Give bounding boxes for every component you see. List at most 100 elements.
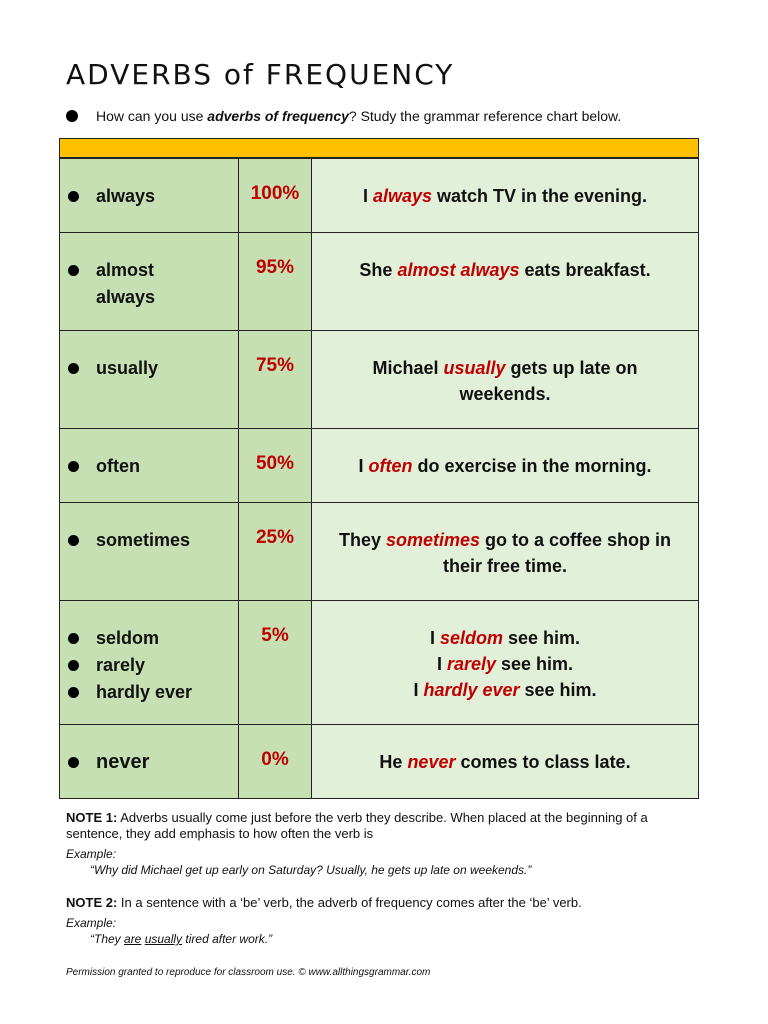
- example-cell: They sometimes go to a coffee shop in th…: [312, 503, 698, 600]
- intro-text: ? Study the grammar reference chart belo…: [348, 108, 622, 124]
- example-text: I: [358, 456, 369, 476]
- note: NOTE 1: Adverbs usually come just before…: [66, 810, 706, 878]
- adverb-cell: almost always: [60, 233, 239, 330]
- example-text: I: [362, 186, 373, 206]
- example: I often do exercise in the morning.: [332, 453, 678, 479]
- bullet: [66, 110, 78, 122]
- adverb-highlight: hardly ever: [423, 680, 520, 700]
- adverb-highlight: never: [407, 752, 456, 772]
- adverb: usually: [96, 358, 159, 378]
- adverb: sometimes: [96, 530, 191, 550]
- percent: 50%: [239, 429, 312, 502]
- bullet: [68, 757, 79, 768]
- underlined: usually: [144, 932, 183, 946]
- example-text: Michael: [372, 358, 444, 378]
- percent: 0%: [239, 725, 312, 798]
- adverb-item: sometimes: [68, 527, 238, 554]
- adverb-cell: always: [60, 159, 239, 232]
- footer: Permission granted to reproduce for clas…: [66, 967, 431, 978]
- example: He never comes to class late.: [332, 749, 678, 775]
- adverb: seldom: [96, 628, 160, 648]
- table-header: [60, 139, 698, 158]
- adverb-cell: usually: [60, 331, 239, 428]
- percent: 5%: [239, 601, 312, 724]
- example-label: Example:: [66, 847, 117, 861]
- note-body: Adverbs usually come just before the ver…: [66, 810, 648, 841]
- table-row: often 50% I often do exercise in the morni…: [60, 428, 698, 502]
- table-row: never 0% He never comes to class late.: [60, 724, 698, 798]
- table-row: almost always 95% She almost always eats b…: [60, 232, 698, 330]
- table-row: sometimes 25% They sometimes go to a coffe…: [60, 502, 698, 600]
- example-label: Example:: [66, 916, 117, 930]
- adverb-item: always: [68, 183, 238, 210]
- adverb-item: hardly ever: [68, 679, 238, 706]
- example: They sometimes go to a coffee shop in th…: [326, 527, 684, 579]
- adverb-item: often: [68, 453, 238, 480]
- percent: 95%: [239, 233, 312, 330]
- chart-table: always 100% I always watch TV in the eveni…: [59, 138, 699, 799]
- table-row: always 100% I always watch TV in the eveni…: [60, 158, 698, 232]
- example-text: I: [429, 628, 440, 648]
- adverb-item: almost always: [68, 257, 238, 311]
- adverb-cell: often: [60, 429, 239, 502]
- example-text: He: [379, 752, 408, 772]
- percent: 75%: [239, 331, 312, 428]
- example-text: see him.: [519, 680, 597, 700]
- example-text: watch TV in the evening.: [432, 186, 648, 206]
- example-cell: I seldom see him. I rarely see him. I hard…: [312, 601, 698, 724]
- adverb-highlight: seldom: [439, 628, 503, 648]
- adverb: always: [96, 186, 156, 206]
- adverb-item: never: [68, 749, 238, 776]
- example: She almost always eats breakfast.: [332, 257, 678, 283]
- example: I hardly ever see him.: [332, 677, 678, 703]
- example-cell: Michael usually gets up late on weekends…: [312, 331, 698, 428]
- adverb-cell: never: [60, 725, 239, 798]
- example: I rarely see him.: [332, 651, 678, 677]
- example-text: tired after work.”: [182, 932, 273, 946]
- example-text: “They: [90, 932, 125, 946]
- example-text: gets up late on weekends.: [459, 358, 638, 404]
- example-text: do exercise in the morning.: [412, 456, 652, 476]
- adverb: almost always: [96, 260, 156, 307]
- adverb-highlight: almost always: [397, 260, 520, 280]
- intro-text: adverbs of frequency: [207, 108, 349, 124]
- adverb-highlight: usually: [443, 358, 506, 378]
- title: ADVERBS of FREQUENCY: [66, 58, 455, 91]
- adverb-item: usually: [68, 355, 238, 382]
- example-text: “Why did Michael get up early on Saturda…: [90, 863, 532, 877]
- bullet: [68, 191, 79, 202]
- bullet: [68, 461, 79, 472]
- example-text: go to a coffee shop in their free time.: [442, 530, 672, 576]
- note-text: NOTE 2: In a sentence with a ‘be’ verb, …: [66, 895, 706, 911]
- bullet: [68, 633, 79, 644]
- adverb: often: [96, 456, 140, 476]
- note-label: NOTE 2:: [66, 895, 118, 910]
- adverb-cell: seldom rarely hardly ever: [60, 601, 239, 724]
- example-text: She: [359, 260, 398, 280]
- percent: 100%: [239, 159, 312, 232]
- adverb: never: [96, 751, 150, 773]
- percent: 25%: [239, 503, 312, 600]
- bullet: [68, 687, 79, 698]
- example: Michael usually gets up late on weekends…: [332, 355, 678, 407]
- example-text: They: [338, 530, 386, 550]
- bullet: [68, 363, 79, 374]
- example-text: see him.: [503, 628, 581, 648]
- adverb-highlight: always: [372, 186, 432, 206]
- bullet: [68, 660, 79, 671]
- note-label: NOTE 1:: [66, 810, 118, 825]
- underlined: are: [124, 932, 142, 946]
- intro-text: How can you use: [96, 108, 208, 124]
- adverb-highlight: sometimes: [385, 530, 481, 550]
- example-cell: I always watch TV in the evening.: [312, 159, 698, 232]
- example-cell: I often do exercise in the morning.: [312, 429, 698, 502]
- adverb-highlight: rarely: [446, 654, 496, 674]
- example-cell: He never comes to class late.: [312, 725, 698, 798]
- note-text: NOTE 1: Adverbs usually come just before…: [66, 810, 706, 842]
- example: I always watch TV in the evening.: [332, 183, 678, 209]
- bullet: [68, 265, 79, 276]
- adverb-cell: sometimes: [60, 503, 239, 600]
- example-text: comes to class late.: [455, 752, 631, 772]
- table-row: seldom rarely hardly ever 5% I seldom see hi…: [60, 600, 698, 724]
